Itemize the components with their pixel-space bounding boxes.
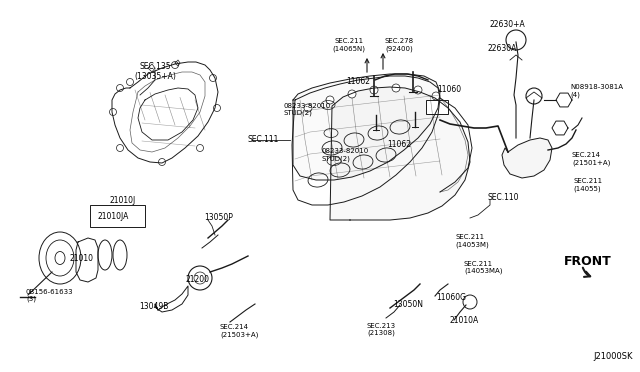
Circle shape [370, 86, 378, 94]
Text: SEC.214
(21501+A): SEC.214 (21501+A) [572, 152, 611, 166]
Circle shape [116, 84, 124, 92]
Text: 11062: 11062 [387, 140, 411, 149]
Text: SEC.278
(92400): SEC.278 (92400) [385, 38, 413, 51]
Circle shape [348, 90, 356, 98]
Text: SEC.110: SEC.110 [487, 193, 518, 202]
Polygon shape [293, 74, 440, 180]
Text: 0B156-61633
(3): 0B156-61633 (3) [26, 289, 74, 302]
Text: J21000SK: J21000SK [593, 352, 632, 361]
Text: 21200: 21200 [186, 275, 210, 284]
Text: SEC.214
(21503+A): SEC.214 (21503+A) [220, 324, 259, 337]
Text: SEC.135
(13035+A): SEC.135 (13035+A) [134, 62, 176, 81]
Circle shape [159, 158, 166, 166]
Text: SEC.111: SEC.111 [248, 135, 280, 144]
Text: FRONT: FRONT [564, 255, 612, 268]
Text: SEC.213
(21308): SEC.213 (21308) [367, 323, 396, 337]
Circle shape [196, 144, 204, 151]
Text: SEC.211
(14065N): SEC.211 (14065N) [333, 38, 365, 51]
Ellipse shape [55, 251, 65, 264]
Text: 21010J: 21010J [110, 196, 136, 205]
Circle shape [326, 96, 334, 104]
Text: 22630+A: 22630+A [489, 20, 525, 29]
Polygon shape [502, 138, 552, 178]
Text: SEC.211
(14053M): SEC.211 (14053M) [455, 234, 489, 247]
Text: SEC.211
(14053MA): SEC.211 (14053MA) [464, 261, 502, 275]
Text: SEC.211
(14055): SEC.211 (14055) [573, 178, 602, 192]
Text: 21010: 21010 [70, 254, 94, 263]
Text: 11060: 11060 [437, 85, 461, 94]
Text: 21010A: 21010A [450, 316, 479, 325]
Text: 21010JA: 21010JA [97, 212, 129, 221]
Circle shape [304, 104, 312, 112]
Circle shape [209, 74, 216, 81]
Bar [426, 100, 448, 114]
Text: 11062: 11062 [346, 77, 370, 86]
Text: N08918-3081A
(4): N08918-3081A (4) [570, 84, 623, 97]
Text: 22630A: 22630A [487, 44, 516, 53]
Text: 13050N: 13050N [393, 300, 423, 309]
Bar [90, 205, 145, 227]
Circle shape [116, 144, 124, 151]
Circle shape [214, 105, 221, 112]
Text: 13049B: 13049B [140, 302, 169, 311]
Text: 13050P: 13050P [204, 213, 233, 222]
Text: 11060G: 11060G [436, 293, 466, 302]
Circle shape [172, 61, 179, 68]
Circle shape [109, 109, 116, 115]
Circle shape [392, 84, 400, 92]
Polygon shape [330, 87, 470, 220]
Circle shape [127, 78, 134, 86]
Circle shape [414, 86, 422, 94]
Text: 08233-82010
STUD(2): 08233-82010 STUD(2) [322, 148, 369, 161]
Circle shape [432, 92, 440, 100]
Text: 08233-82010
STUD(2): 08233-82010 STUD(2) [283, 103, 330, 116]
